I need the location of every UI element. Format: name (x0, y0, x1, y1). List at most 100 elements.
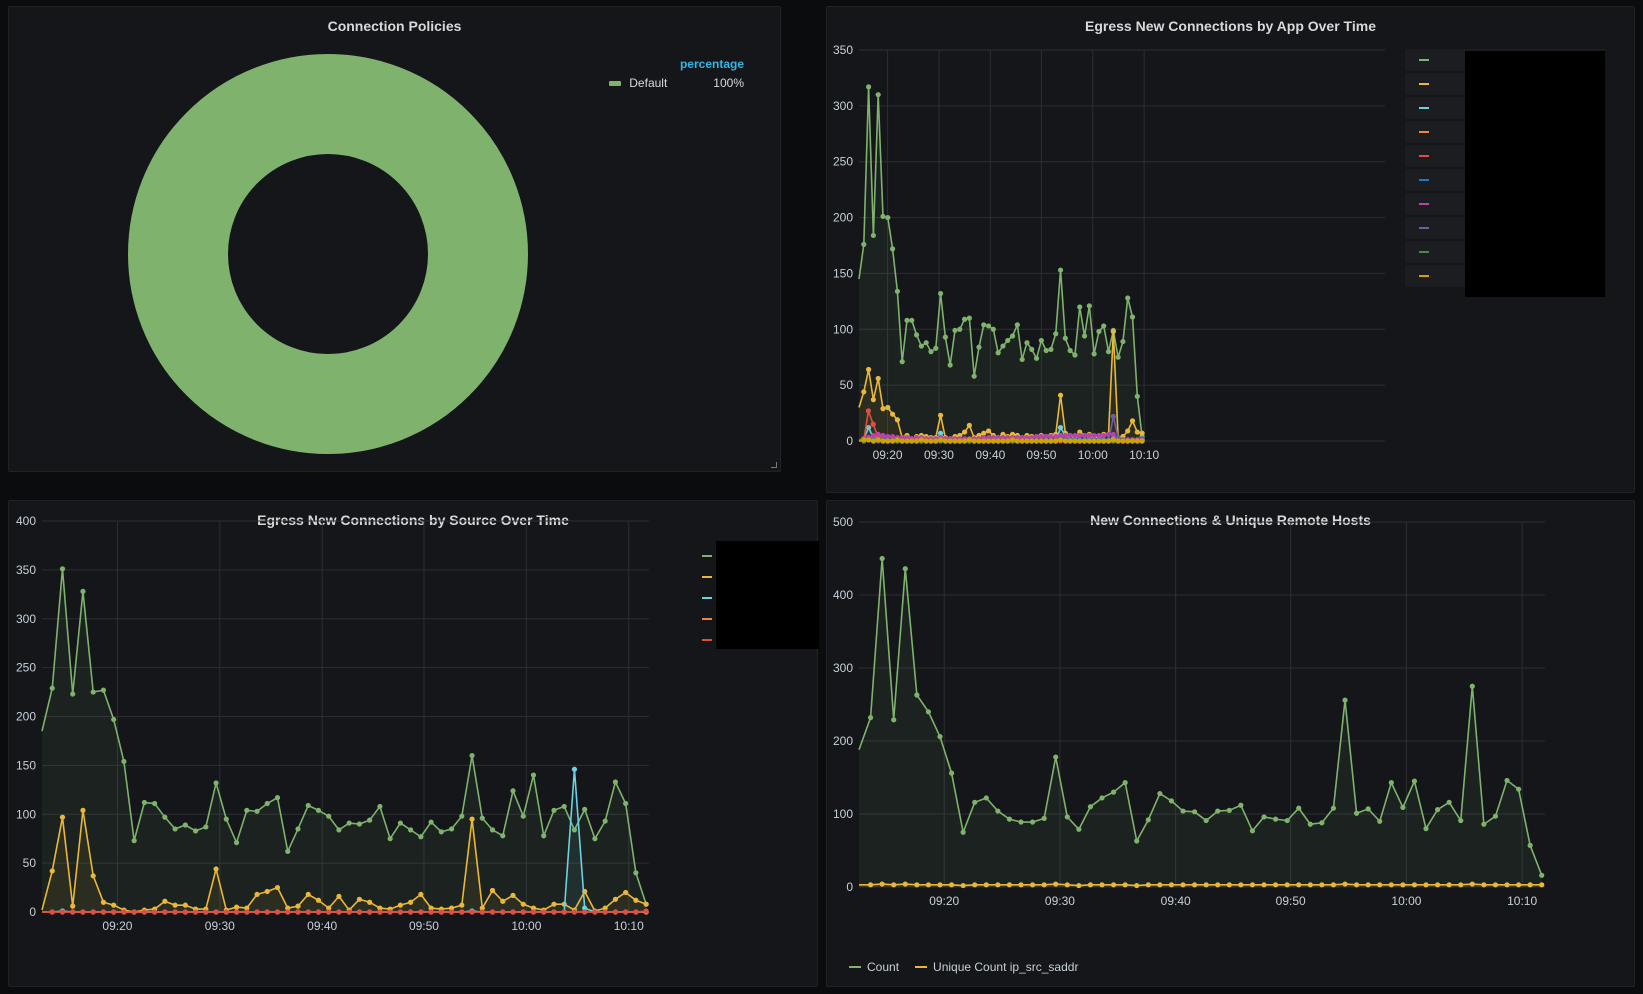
legend-header-percentage[interactable]: percentage (679, 57, 744, 71)
data-point (971, 373, 977, 379)
data-point (418, 834, 424, 840)
data-point (1411, 882, 1418, 888)
data-point (356, 821, 363, 827)
data-point (1458, 882, 1464, 888)
data-point (59, 909, 66, 915)
data-point (909, 317, 915, 323)
data-point (1048, 438, 1054, 444)
data-point (49, 909, 55, 915)
data-point (1086, 438, 1092, 444)
data-point (408, 899, 414, 905)
data-point (865, 366, 872, 373)
panel-title[interactable]: Egress New Connections by Source Over Ti… (257, 512, 569, 528)
data-point (1110, 882, 1117, 888)
data-point (879, 555, 885, 562)
y-tick-label: 250 (16, 661, 36, 675)
data-point (957, 326, 963, 332)
y-tick-label: 350 (16, 563, 36, 577)
legend-swatch (609, 80, 622, 86)
data-point (1009, 437, 1016, 443)
data-point (865, 84, 872, 90)
x-tick-label: 09:20 (102, 919, 132, 933)
data-point (1120, 338, 1126, 345)
data-point (172, 902, 178, 908)
data-point (1539, 872, 1545, 878)
data-point (448, 909, 455, 915)
data-point (623, 800, 629, 807)
data-point (1006, 816, 1013, 822)
data-point (162, 909, 168, 915)
y-tick-label: 250 (833, 155, 853, 169)
panel-title[interactable]: Connection Policies (327, 18, 462, 34)
data-point (1014, 438, 1020, 444)
data-point (448, 905, 455, 911)
data-point (985, 438, 992, 444)
panel-title[interactable]: Egress New Connections by App Over Time (1085, 18, 1376, 34)
data-point (70, 903, 76, 909)
data-point (510, 909, 516, 915)
donut-chart (128, 54, 528, 454)
data-point (469, 909, 475, 915)
data-point (520, 909, 526, 915)
data-point (937, 290, 944, 297)
data-point (1296, 805, 1302, 811)
data-point (1215, 808, 1221, 814)
data-point (1134, 882, 1140, 889)
data-point (1539, 882, 1545, 888)
data-point (1527, 882, 1533, 888)
legend-item-count[interactable]: Count (849, 960, 899, 974)
data-point (397, 909, 403, 915)
y-tick-label: 350 (833, 43, 853, 57)
legend-redacted-block (1465, 51, 1605, 297)
data-point (582, 909, 588, 915)
data-point (1038, 337, 1044, 344)
y-tick-label: 50 (840, 378, 854, 392)
data-point (59, 814, 66, 820)
data-point (1330, 805, 1337, 811)
data-point (489, 827, 496, 833)
data-point (1261, 814, 1267, 820)
y-tick-label: 300 (833, 661, 853, 675)
data-point (1096, 328, 1102, 335)
data-point (1492, 882, 1499, 888)
data-point (285, 909, 291, 915)
data-point (1330, 882, 1337, 888)
panel-title[interactable]: New Connections & Unique Remote Hosts (1090, 512, 1371, 528)
y-tick-label: 400 (833, 588, 853, 602)
data-point (1423, 826, 1429, 832)
data-point (918, 437, 924, 443)
y-tick-label: 0 (846, 880, 853, 894)
x-tick-label: 10:00 (1391, 894, 1421, 908)
data-point (1411, 778, 1418, 784)
x-tick-label: 09:30 (205, 919, 235, 933)
resize-handle[interactable] (771, 462, 777, 468)
data-point (902, 566, 908, 572)
data-point (295, 909, 301, 915)
data-point (1064, 814, 1070, 820)
data-point (885, 438, 891, 444)
data-point (387, 836, 393, 842)
data-point (1072, 438, 1078, 444)
data-point (111, 909, 117, 915)
x-tick-label: 09:50 (409, 919, 439, 933)
data-point (1129, 418, 1136, 424)
data-point (203, 909, 209, 915)
data-point (254, 891, 260, 898)
data-point (1101, 432, 1107, 439)
data-point (865, 424, 872, 431)
legend-item-default[interactable]: Default 100% (609, 76, 744, 90)
data-point (899, 359, 905, 365)
data-point (885, 404, 891, 411)
data-point (948, 882, 955, 888)
data-point (1238, 802, 1244, 808)
legend-item-unique-count[interactable]: Unique Count ip_src_saddr (915, 960, 1078, 974)
data-point (571, 909, 578, 915)
donut-slice-default[interactable] (128, 54, 528, 454)
data-point (489, 887, 496, 894)
data-point (1014, 322, 1020, 328)
data-point (1377, 882, 1383, 888)
data-point (995, 808, 1001, 814)
data-point (264, 888, 270, 895)
data-point (233, 839, 240, 846)
pie-legend: percentage Default 100% (609, 57, 744, 90)
